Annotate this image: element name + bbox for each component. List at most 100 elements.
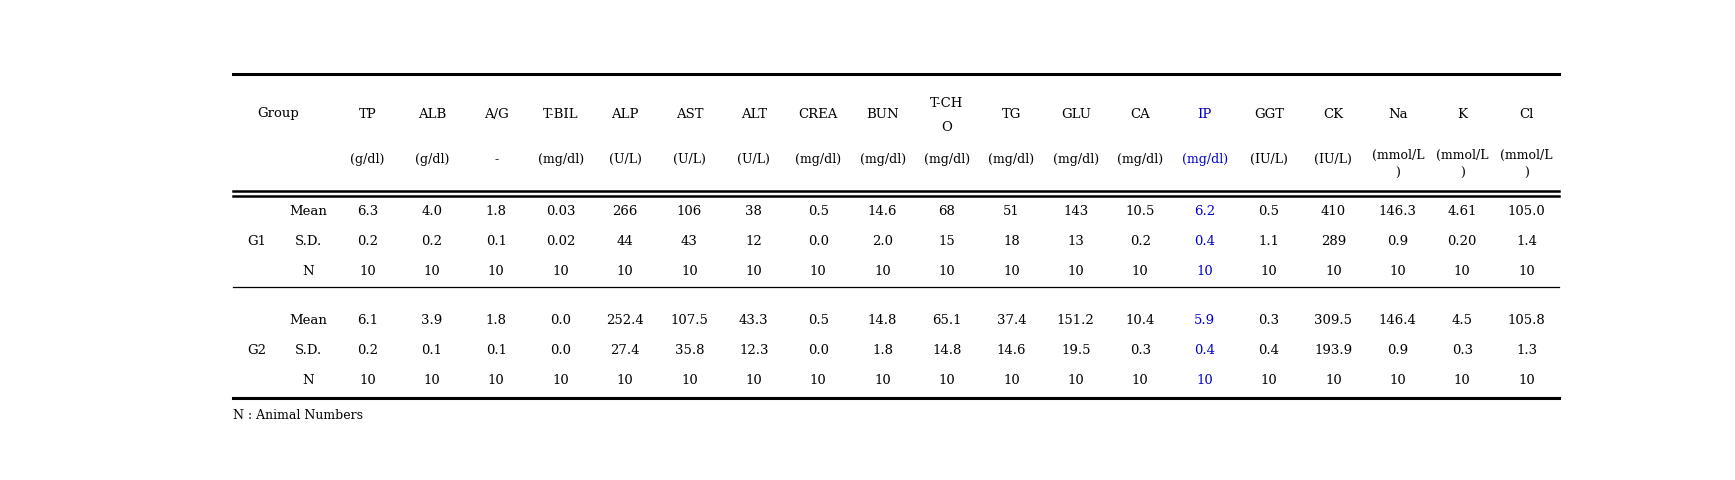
Text: 43: 43 (680, 235, 697, 248)
Text: 0.2: 0.2 (357, 344, 378, 357)
Text: 0.0: 0.0 (550, 314, 571, 327)
Text: ALB: ALB (418, 108, 446, 121)
Text: 1.8: 1.8 (873, 344, 894, 357)
Text: 1.4: 1.4 (1516, 235, 1537, 248)
Text: 10: 10 (874, 374, 892, 387)
Text: 10: 10 (1067, 265, 1084, 278)
Text: (mg/dl): (mg/dl) (1117, 153, 1162, 166)
Text: 10: 10 (616, 265, 633, 278)
Text: 0.1: 0.1 (422, 344, 442, 357)
Text: 0.0: 0.0 (550, 344, 571, 357)
Text: 0.5: 0.5 (809, 205, 829, 218)
Text: 10: 10 (1003, 374, 1020, 387)
Text: 14.6: 14.6 (996, 344, 1025, 357)
Text: GLU: GLU (1060, 108, 1091, 121)
Text: 14.6: 14.6 (868, 205, 897, 218)
Text: 0.5: 0.5 (1258, 205, 1279, 218)
Text: IP: IP (1197, 108, 1211, 121)
Text: -: - (494, 153, 498, 166)
Text: 0.5: 0.5 (809, 314, 829, 327)
Text: 0.1: 0.1 (486, 344, 507, 357)
Text: 10: 10 (682, 265, 697, 278)
Text: 10: 10 (1003, 265, 1020, 278)
Text: CREA: CREA (798, 108, 838, 121)
Text: 0.0: 0.0 (809, 344, 829, 357)
Text: ): ) (1523, 167, 1529, 180)
Text: 12: 12 (746, 235, 762, 248)
Text: 0.3: 0.3 (1258, 314, 1280, 327)
Text: 0.3: 0.3 (1129, 344, 1150, 357)
Text: 10: 10 (488, 265, 505, 278)
Text: (mg/dl): (mg/dl) (989, 153, 1034, 166)
Text: 0.4: 0.4 (1194, 235, 1214, 248)
Text: T-BIL: T-BIL (543, 108, 578, 121)
Text: 0.4: 0.4 (1194, 344, 1214, 357)
Text: 10: 10 (1390, 265, 1405, 278)
Text: 6.1: 6.1 (357, 314, 378, 327)
Text: (g/dl): (g/dl) (350, 153, 385, 166)
Text: 10: 10 (552, 374, 569, 387)
Text: 10: 10 (1131, 265, 1149, 278)
Text: 10.5: 10.5 (1126, 205, 1156, 218)
Text: (IU/L): (IU/L) (1251, 153, 1287, 166)
Text: 266: 266 (612, 205, 638, 218)
Text: (U/L): (U/L) (737, 153, 770, 166)
Text: (mg/dl): (mg/dl) (925, 153, 970, 166)
Text: 15: 15 (939, 235, 956, 248)
Text: 10: 10 (1261, 265, 1277, 278)
Text: T-CH: T-CH (930, 97, 963, 110)
Text: 1.8: 1.8 (486, 314, 507, 327)
Text: 151.2: 151.2 (1057, 314, 1095, 327)
Text: 2.0: 2.0 (873, 235, 894, 248)
Text: 10: 10 (488, 374, 505, 387)
Text: O: O (942, 121, 953, 134)
Text: 0.1: 0.1 (486, 235, 507, 248)
Text: S.D.: S.D. (295, 344, 323, 357)
Text: 0.2: 0.2 (1129, 235, 1150, 248)
Text: 107.5: 107.5 (670, 314, 708, 327)
Text: 10: 10 (1131, 374, 1149, 387)
Text: 146.3: 146.3 (1379, 205, 1417, 218)
Text: (mmol/L: (mmol/L (1501, 149, 1553, 162)
Text: BUN: BUN (866, 108, 899, 121)
Text: 10: 10 (810, 265, 826, 278)
Text: 146.4: 146.4 (1379, 314, 1417, 327)
Text: 10.4: 10.4 (1126, 314, 1156, 327)
Text: 0.3: 0.3 (1452, 344, 1473, 357)
Text: G2: G2 (248, 344, 267, 357)
Text: 37.4: 37.4 (996, 314, 1025, 327)
Text: 0.4: 0.4 (1258, 344, 1279, 357)
Text: (g/dl): (g/dl) (415, 153, 449, 166)
Text: AST: AST (675, 108, 703, 121)
Text: 10: 10 (1518, 265, 1535, 278)
Text: 10: 10 (359, 265, 376, 278)
Text: 19.5: 19.5 (1062, 344, 1091, 357)
Text: S.D.: S.D. (295, 235, 323, 248)
Text: (mg/dl): (mg/dl) (538, 153, 583, 166)
Text: 10: 10 (1454, 374, 1471, 387)
Text: G1: G1 (248, 235, 267, 248)
Text: 1.1: 1.1 (1258, 235, 1279, 248)
Text: 10: 10 (423, 265, 441, 278)
Text: (mg/dl): (mg/dl) (859, 153, 906, 166)
Text: 6.3: 6.3 (357, 205, 378, 218)
Text: 51: 51 (1003, 205, 1020, 218)
Text: 0.2: 0.2 (422, 235, 442, 248)
Text: 10: 10 (1390, 374, 1405, 387)
Text: 10: 10 (874, 265, 892, 278)
Text: 105.0: 105.0 (1508, 205, 1546, 218)
Text: Group: Group (257, 107, 298, 120)
Text: 0.02: 0.02 (547, 235, 576, 248)
Text: 10: 10 (939, 265, 956, 278)
Text: 10: 10 (552, 265, 569, 278)
Text: ALP: ALP (611, 108, 638, 121)
Text: 18: 18 (1003, 235, 1020, 248)
Text: 44: 44 (616, 235, 633, 248)
Text: 10: 10 (810, 374, 826, 387)
Text: 10: 10 (1195, 265, 1213, 278)
Text: 289: 289 (1320, 235, 1346, 248)
Text: K: K (1457, 108, 1468, 121)
Text: 10: 10 (359, 374, 376, 387)
Text: 0.2: 0.2 (357, 235, 378, 248)
Text: 14.8: 14.8 (868, 314, 897, 327)
